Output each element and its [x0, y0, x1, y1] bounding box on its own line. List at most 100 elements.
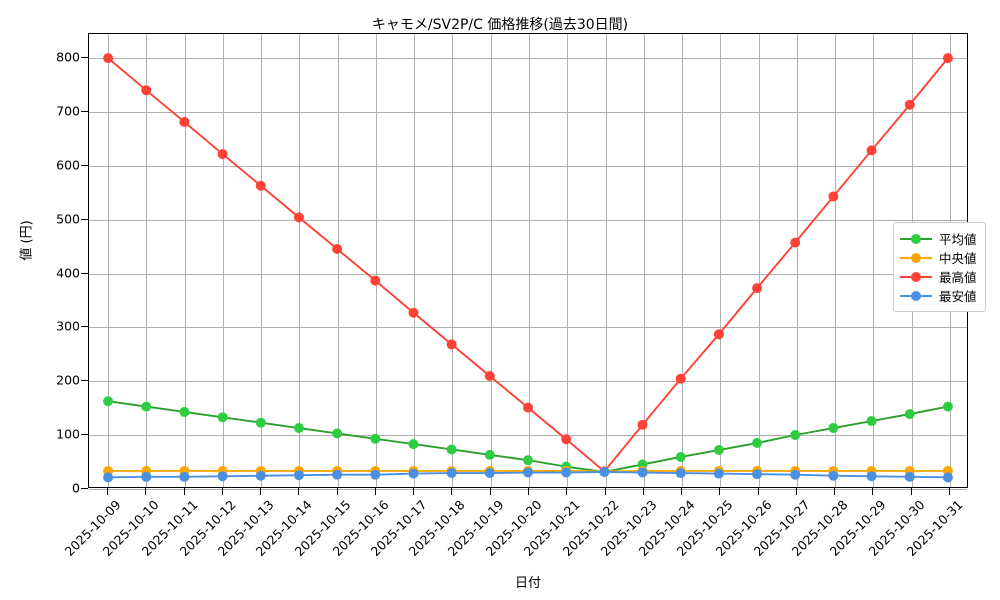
data-point	[370, 469, 381, 480]
data-point	[332, 243, 343, 254]
x-axis-tick-mark	[642, 488, 644, 495]
data-point	[141, 471, 152, 482]
gridline-vertical	[529, 34, 530, 487]
y-axis-tick-mark	[81, 57, 88, 59]
gridline-vertical	[605, 34, 607, 487]
data-point	[637, 419, 648, 430]
legend-swatch-icon	[900, 271, 932, 283]
data-point	[217, 471, 228, 482]
data-point	[561, 434, 572, 445]
y-axis-tick-label: 300	[56, 318, 80, 334]
x-axis-tick-mark	[795, 488, 797, 495]
x-axis-tick-mark	[260, 488, 262, 495]
gridline-vertical	[567, 34, 569, 487]
data-point	[141, 85, 152, 96]
data-point	[332, 428, 343, 439]
gridline-vertical	[758, 34, 760, 487]
x-axis-tick-mark	[298, 488, 300, 495]
x-axis-tick-mark	[374, 488, 376, 495]
data-point	[713, 468, 724, 479]
y-axis-label: 値 (円)	[19, 220, 35, 261]
x-axis-tick-mark	[451, 488, 453, 495]
data-point	[599, 467, 610, 477]
data-point	[255, 417, 266, 428]
x-axis-tick-mark	[566, 488, 568, 495]
gridline-horizontal	[89, 219, 967, 221]
y-axis-tick-label: 400	[56, 265, 80, 281]
data-point	[523, 402, 533, 413]
data-point	[904, 99, 915, 110]
data-point	[713, 445, 724, 455]
x-axis-tick-marks	[88, 488, 968, 496]
gridline-vertical	[146, 34, 148, 487]
gridline-horizontal	[89, 112, 967, 114]
gridline-vertical	[720, 34, 722, 487]
legend-swatch-icon	[900, 252, 932, 264]
data-point	[103, 472, 114, 483]
gridline-vertical	[414, 34, 416, 487]
gridline-horizontal	[89, 273, 967, 275]
data-point	[942, 401, 953, 412]
data-point	[484, 449, 495, 460]
y-axis-tick-mark	[81, 272, 88, 274]
data-point	[255, 470, 266, 481]
data-point	[370, 275, 381, 286]
legend-item-平均値[interactable]: 平均値	[900, 229, 977, 248]
data-point	[752, 469, 763, 480]
data-point	[103, 53, 114, 64]
data-point	[446, 468, 457, 479]
gridline-vertical	[643, 34, 645, 487]
data-point	[446, 339, 457, 350]
gridline-horizontal	[89, 327, 967, 329]
data-point	[675, 373, 686, 384]
y-axis-tick-mark	[81, 380, 88, 382]
data-point	[217, 412, 228, 423]
gridline-vertical	[299, 34, 301, 487]
x-axis-tick-mark	[910, 488, 912, 495]
data-point	[408, 307, 419, 318]
legend-item-最安値[interactable]: 最安値	[900, 286, 977, 305]
data-point	[293, 423, 304, 434]
x-axis-tick-labels: 2025-10-09 2025-10-10 2025-10-11 2025-10-12…	[0, 488, 1000, 578]
data-point	[637, 467, 648, 478]
legend-swatch-icon	[900, 290, 932, 302]
data-point	[942, 53, 953, 64]
x-axis-tick-mark	[145, 488, 147, 495]
data-point	[408, 468, 419, 479]
y-axis-tick-mark	[81, 111, 88, 113]
legend-label: 中央値	[939, 251, 977, 266]
gridline-vertical	[184, 34, 186, 487]
y-axis-tick-mark	[81, 218, 88, 220]
x-axis-tick-mark	[719, 488, 721, 495]
gridline-vertical	[261, 34, 263, 487]
y-axis-tick-mark	[81, 434, 88, 436]
gridline-horizontal	[89, 435, 967, 437]
gridline-vertical	[873, 34, 875, 487]
x-axis-tick-mark	[834, 488, 836, 495]
data-point	[752, 438, 763, 449]
data-point	[408, 439, 419, 450]
data-point	[866, 416, 877, 427]
data-point	[179, 471, 190, 482]
legend-label: 最高値	[939, 270, 977, 285]
data-point	[675, 468, 686, 479]
data-point	[828, 423, 839, 434]
legend-item-中央値[interactable]: 中央値	[900, 248, 977, 267]
data-point	[790, 237, 801, 248]
data-point	[904, 471, 915, 482]
data-point	[446, 444, 457, 455]
legend-label: 最安値	[939, 289, 977, 304]
data-point	[866, 145, 877, 156]
y-axis-tick-marks	[0, 33, 88, 489]
gridline-vertical	[108, 34, 110, 487]
x-axis-tick-mark	[221, 488, 223, 495]
data-point	[217, 149, 228, 160]
data-point	[675, 452, 686, 462]
legend-item-最高値[interactable]: 最高値	[900, 267, 977, 286]
x-axis-tick-mark	[528, 488, 529, 495]
plot-area	[88, 33, 968, 490]
x-axis-label: 日付	[514, 576, 541, 591]
x-axis-tick-mark	[489, 488, 491, 495]
data-point	[293, 470, 304, 481]
